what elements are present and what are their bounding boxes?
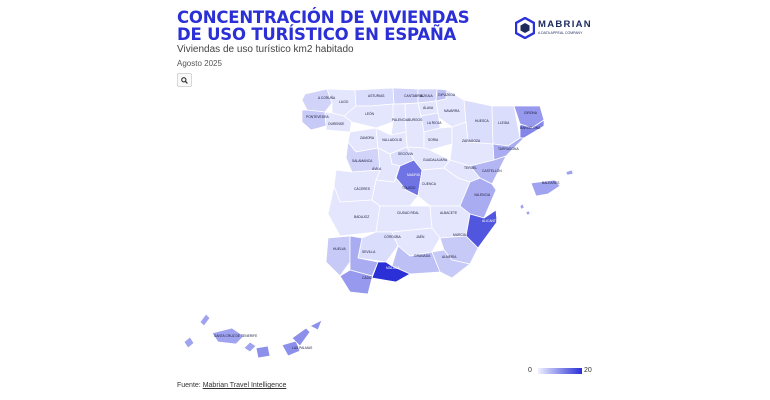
region-pontevedra[interactable] (301, 109, 327, 131)
map-subtitle: Viviendas de uso turístico km2 habitado (177, 44, 354, 55)
region-las-palmas[interactable] (255, 345, 271, 359)
region-huelva[interactable] (325, 235, 351, 277)
region-label-palencia: PALENCIA (392, 118, 409, 122)
region-label-a-coruna: A CORUÑA (318, 95, 336, 100)
region-label-burgos: BURGOS (408, 118, 423, 122)
region-la-rioja[interactable] (420, 112, 441, 133)
region-label-santa-cruz-de-tenerife: SANTA CRUZ DE TENERIFE (214, 334, 258, 338)
region-label-zaragoza: ZARAGOZA (462, 139, 481, 143)
source-link[interactable]: Mabrian Travel Intelligence (202, 382, 287, 389)
region-label-valladolid: VALLADOLID (382, 138, 403, 142)
legend-min-label: 0 (528, 367, 532, 374)
region-las-palmas[interactable] (309, 319, 323, 331)
region-label-girona: GIRONA (524, 111, 538, 115)
map-date: Agosto 2025 (177, 59, 222, 68)
region-label-avila: ÁVILA (372, 167, 382, 171)
region-label-castellon: CASTELLÓN (482, 168, 502, 173)
region-label-navarra: NAVARRA (444, 109, 460, 113)
region-label-caceres: CÁCERES (354, 187, 371, 191)
region-label-jaen: JAÉN (416, 234, 425, 239)
region-label-alicante: ALICANTE (482, 219, 499, 223)
legend-max-label: 20 (584, 367, 592, 374)
region-label-zamora: ZAMORA (360, 136, 375, 140)
region-label-asturias: ASTURIAS (368, 94, 385, 98)
region-label-soria: SORIA (428, 138, 439, 142)
region-label-las-palmas: LAS PALMAS (292, 346, 313, 350)
region-almeria[interactable] (431, 249, 471, 279)
region-a-coruna[interactable] (301, 88, 333, 113)
region-santa-cruz-de-tenerife[interactable] (183, 336, 195, 349)
region-label-alava: ÁLAVA (423, 106, 434, 110)
region-las-palmas[interactable] (281, 340, 301, 357)
search-button[interactable] (177, 73, 192, 87)
hexagon-logo-icon (515, 17, 535, 39)
islet-shape (565, 169, 574, 176)
region-label-bizkaia: BIZKAIA (420, 94, 433, 98)
islet-shape (525, 210, 531, 216)
region-label-tarragona: TARRAGONA (498, 147, 519, 151)
region-label-cadiz: CÁDIZ (362, 276, 372, 280)
region-label-leon: LEÓN (365, 111, 375, 116)
region-castellon[interactable] (469, 155, 507, 185)
region-label-ourense: OURENSE (328, 122, 345, 126)
region-santa-cruz-de-tenerife[interactable] (199, 313, 211, 327)
region-label-lleida: LLEIDA (498, 121, 510, 125)
region-label-cuenca: CUENCA (422, 182, 437, 186)
region-label-albacete: ALBACETE (440, 211, 458, 215)
legend-color-scale (538, 368, 582, 374)
region-cadiz[interactable] (339, 269, 373, 295)
region-label-la-rioja: LA RIOJA (427, 121, 442, 125)
region-label-sevilla: SEVILLA (362, 250, 376, 254)
region-label-almeria: ALMERÍA (442, 255, 457, 259)
region-label-badajoz: BADAJOZ (354, 215, 369, 219)
brand-tagline: A DATA APPEAL COMPANY (538, 31, 583, 35)
region-label-baleares: BALEARES (542, 181, 560, 185)
region-label-gipuzkoa: GIPUZKOA (438, 93, 456, 97)
region-label-malaga: MÁLAGA (386, 266, 401, 270)
region-santa-cruz-de-tenerife[interactable] (211, 327, 245, 345)
region-las-palmas[interactable] (291, 327, 311, 347)
region-label-salamanca: SALAMANCA (352, 159, 373, 163)
region-label-pontevedra: PONTEVEDRA (306, 115, 330, 119)
region-label-ciudad-real: CIUDAD REAL (397, 211, 419, 215)
region-label-murcia: MURCIA (453, 233, 467, 237)
region-label-valencia: VALENCIA (474, 193, 491, 197)
brand-logo: MABRIAN A DATA APPEAL COMPANY (515, 17, 593, 39)
region-ciudad-real[interactable] (375, 205, 433, 233)
search-icon (181, 76, 188, 84)
region-label-segovia: SEGOVIA (398, 152, 414, 156)
region-label-cantabria: CANTABRIA (404, 94, 423, 98)
map-title: CONCENTRACIÓN DE VIVIENDAS DE USO TURÍST… (177, 8, 470, 44)
region-label-guadalajara: GUADALAJARA (423, 158, 448, 162)
region-label-lugo: LUGO (339, 100, 349, 104)
region-label-teruel: TERUEL (464, 166, 477, 170)
region-label-barcelona: BARCELONA (520, 126, 541, 130)
islet-shape (519, 203, 525, 210)
region-santa-cruz-de-tenerife[interactable] (243, 341, 257, 353)
region-label-granada: GRANADA (414, 254, 431, 258)
region-label-toledo: TOLEDO (402, 186, 416, 190)
region-baleares[interactable] (530, 179, 561, 197)
source-label: Fuente: (177, 382, 201, 389)
region-label-cordoba: CÓRDOBA (384, 234, 401, 239)
region-label-huelva: HUELVA (333, 247, 347, 251)
brand-name: MABRIAN (538, 19, 592, 30)
source-note: Fuente: Mabrian Travel Intelligence (177, 382, 286, 389)
region-label-huesca: HUESCA (475, 119, 490, 123)
region-label-madrid: MADRID (407, 173, 421, 177)
